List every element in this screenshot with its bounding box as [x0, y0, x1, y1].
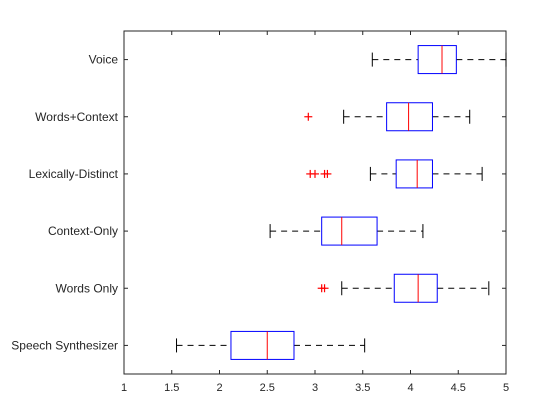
- iqr-box: [230, 330, 295, 360]
- x-tick-label: 1: [121, 382, 127, 394]
- outlier-marker: [311, 169, 319, 178]
- category-label: Context-Only: [48, 224, 118, 238]
- boxes-layer: [176, 45, 507, 360]
- iqr-box: [393, 273, 438, 303]
- x-axis: 1 1.5 2 2.5 3 3.5 4 4.5 5: [121, 31, 509, 394]
- box-words-context: [304, 102, 471, 132]
- x-tick-label: 5: [503, 382, 509, 394]
- box-context-only: [269, 216, 424, 246]
- plot-area: [123, 30, 507, 375]
- y-axis: Voice Words+Context Lexically-Distinct Cont…: [11, 53, 506, 352]
- iqr-box: [395, 159, 433, 189]
- x-tick-label: 3: [312, 382, 318, 394]
- iqr-box: [386, 102, 433, 132]
- x-tick-label: 4.5: [451, 382, 466, 394]
- category-label: Speech Synthesizer: [11, 338, 118, 352]
- outlier-marker: [323, 169, 332, 178]
- category-label: Words+Context: [35, 110, 118, 124]
- category-label: Words Only: [56, 281, 118, 295]
- box-speech-synthesizer: [176, 330, 366, 360]
- x-tick-label: 3.5: [355, 382, 370, 394]
- iqr-box: [417, 45, 457, 75]
- category-label: Lexically-Distinct: [29, 167, 119, 181]
- outlier-marker: [304, 112, 313, 121]
- category-label: Voice: [89, 53, 119, 67]
- box-lexically-distinct: [306, 159, 483, 189]
- x-tick-label: 4: [407, 382, 413, 394]
- outlier-marker: [320, 284, 329, 293]
- iqr-box: [321, 216, 378, 246]
- box-voice: [371, 45, 507, 75]
- box-words-only: [317, 273, 490, 303]
- x-tick-label: 2.5: [260, 382, 275, 394]
- x-tick-label: 2: [216, 382, 222, 394]
- x-tick-label: 1.5: [164, 382, 179, 394]
